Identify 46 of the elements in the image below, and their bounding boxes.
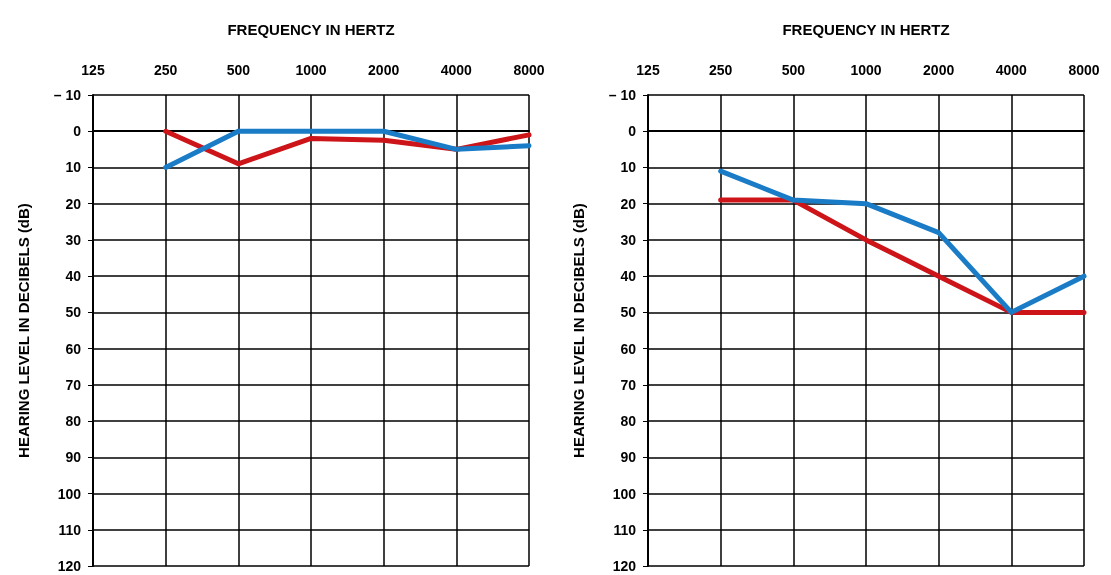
- y-tick-label: 70: [620, 376, 637, 393]
- x-axis-title: FREQUENCY IN HERTZ: [227, 21, 395, 38]
- y-tick-label: 50: [620, 304, 637, 321]
- y-tick-label: 10: [65, 159, 82, 176]
- x-tick-label: 500: [226, 62, 251, 78]
- y-tick-label: 30: [620, 231, 637, 248]
- y-tick-label: 40: [65, 268, 82, 285]
- x-axis-title: FREQUENCY IN HERTZ: [782, 21, 950, 38]
- y-tick-label: 0: [628, 123, 637, 140]
- y-tick-label: 110: [58, 521, 82, 538]
- x-tick-label: 8000: [513, 62, 545, 78]
- y-axis-title: HEARING LEVEL IN DECIBELS (dB): [570, 203, 587, 458]
- y-tick-label: 20: [620, 195, 637, 212]
- y-tick-label: 80: [620, 413, 637, 430]
- y-tick-label: 90: [620, 449, 637, 466]
- y-tick-label: 80: [65, 413, 82, 430]
- y-tick-label: 90: [65, 449, 82, 466]
- x-tick-label: 1000: [850, 62, 882, 78]
- y-tick-label: 40: [620, 268, 637, 285]
- x-tick-label: 8000: [1068, 62, 1100, 78]
- y-tick-label: – 10: [608, 87, 637, 103]
- y-tick-label: 100: [612, 485, 637, 502]
- y-tick-label: 30: [65, 231, 82, 248]
- y-tick-label: 120: [612, 558, 637, 574]
- x-tick-label: 2000: [368, 62, 400, 78]
- x-tick-label: 500: [781, 62, 806, 78]
- x-tick-label: 125: [81, 62, 105, 78]
- x-tick-label: 250: [708, 62, 733, 78]
- x-tick-label: 250: [153, 62, 178, 78]
- y-tick-label: 0: [73, 123, 82, 140]
- x-tick-label: 2000: [923, 62, 955, 78]
- y-tick-label: – 10: [53, 87, 82, 103]
- y-tick-label: 110: [613, 521, 637, 538]
- y-tick-label: 60: [620, 340, 637, 357]
- y-tick-label: 60: [65, 340, 82, 357]
- x-tick-label: 4000: [440, 62, 473, 78]
- x-tick-label: 1000: [295, 62, 327, 78]
- y-tick-label: 50: [65, 304, 82, 321]
- y-tick-label: 120: [57, 558, 82, 574]
- x-tick-label: 4000: [995, 62, 1028, 78]
- y-tick-label: 10: [620, 159, 637, 176]
- y-axis-title: HEARING LEVEL IN DECIBELS (dB): [15, 203, 32, 458]
- y-tick-label: 70: [65, 376, 82, 393]
- x-tick-label: 125: [636, 62, 660, 78]
- y-tick-label: 20: [65, 195, 82, 212]
- y-tick-label: 100: [57, 485, 82, 502]
